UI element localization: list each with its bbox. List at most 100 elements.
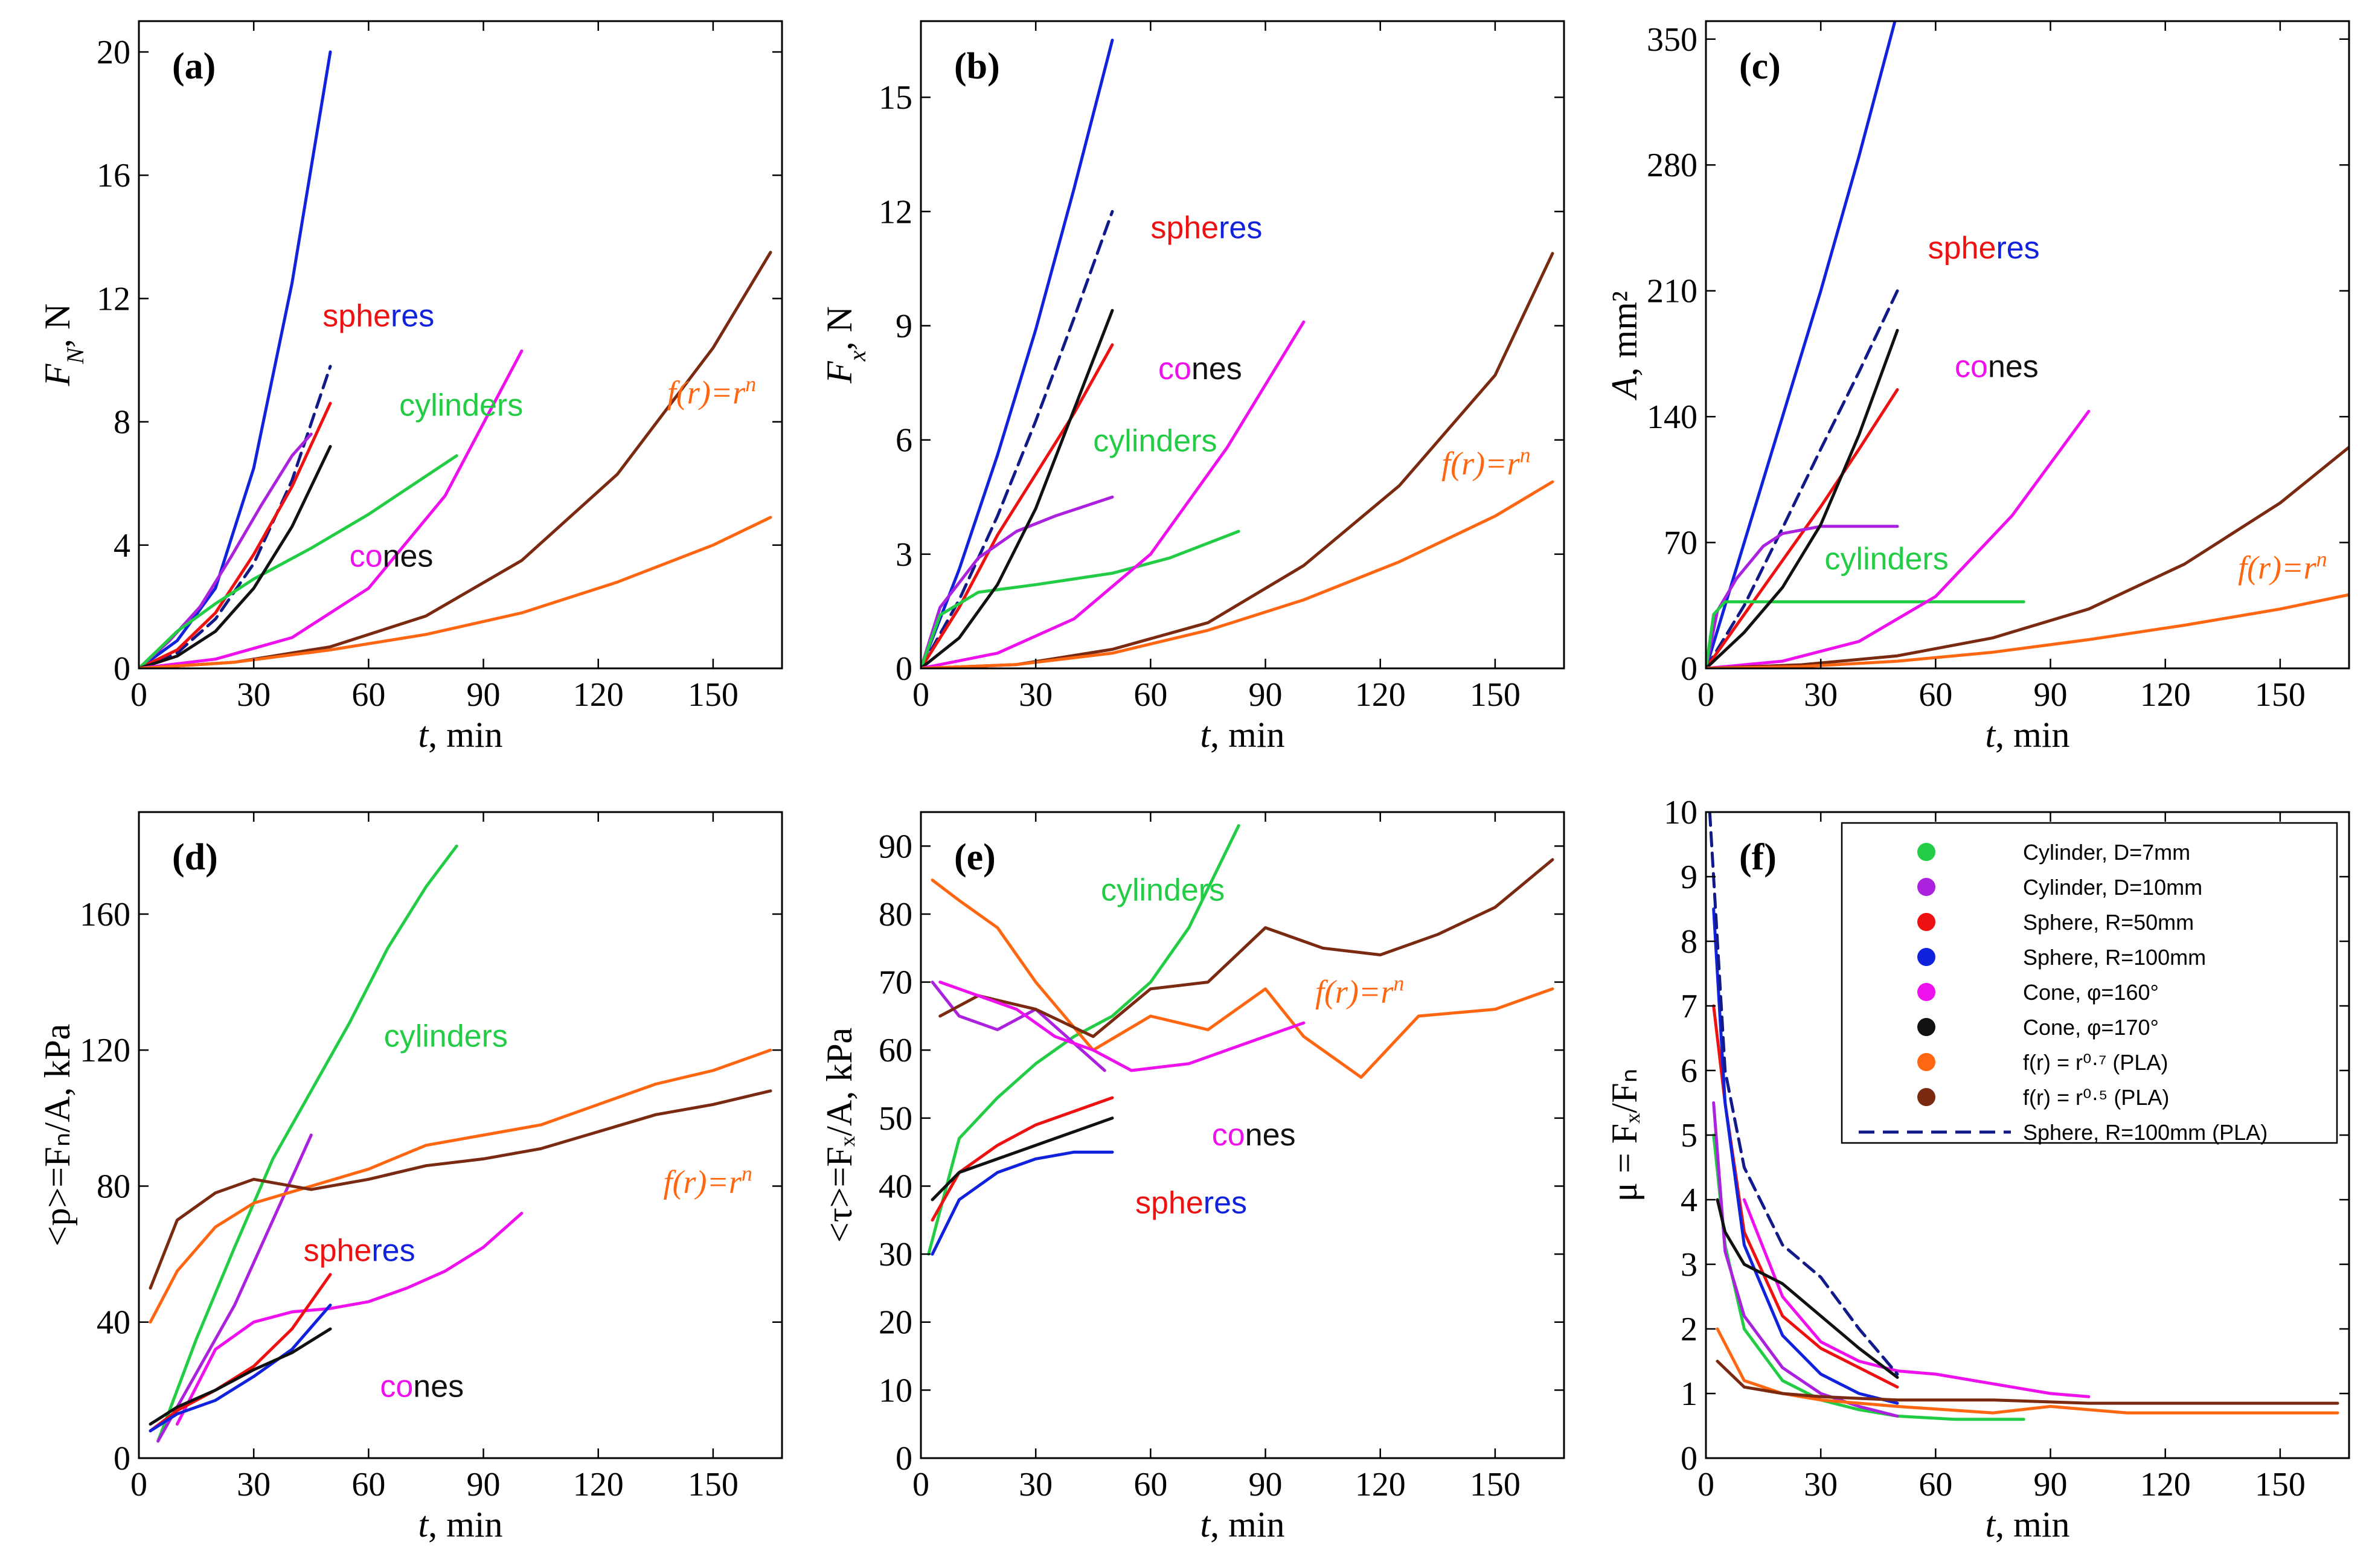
x-tick-label: 120: [573, 676, 624, 714]
plot-frame: [138, 811, 783, 1459]
series-line-sph100: [931, 1150, 1114, 1256]
annotation-label: f(r)=rn: [667, 372, 756, 411]
x-tick-label: 90: [2034, 676, 2068, 714]
series-line-pla07: [139, 516, 772, 668]
x-tick-label: 150: [688, 1466, 739, 1503]
plot-frame: [920, 811, 1565, 1459]
annotation-label: f(r)=rn: [663, 1162, 752, 1200]
x-tick-label: 90: [467, 676, 501, 714]
x-axis-label: t, min: [1985, 715, 2069, 755]
y-tick-label: 0: [114, 650, 130, 688]
y-tick-label: 160: [80, 896, 130, 933]
series-line-cyl10: [921, 495, 1114, 668]
x-tick-label: 150: [1470, 676, 1521, 714]
annotation-label: f(r)=rn: [2238, 547, 2327, 586]
y-tick-label: 9: [1681, 859, 1697, 896]
y-tick-label: 7: [1681, 988, 1697, 1025]
x-tick-label: 60: [1133, 676, 1167, 714]
legend-entry-label: f(r) = r⁰·⁷ (PLA): [2023, 1050, 2168, 1075]
y-tick-label: 350: [1647, 21, 1697, 59]
y-tick-label: 0: [896, 1440, 912, 1477]
x-tick-label: 120: [573, 1466, 624, 1503]
x-tick-label: 150: [2255, 676, 2306, 714]
y-tick-label: 90: [879, 828, 912, 865]
legend-entry-label: f(r) = r⁰·⁵ (PLA): [2023, 1085, 2169, 1110]
panel-tag: (e): [954, 837, 996, 878]
x-tick-label: 120: [2140, 1466, 2191, 1503]
x-tick-label: 120: [1355, 1466, 1406, 1503]
series-group: [1706, 21, 2349, 668]
x-tick-label: 90: [1249, 1466, 1283, 1503]
series-line-cone160: [1706, 409, 2091, 668]
annotation-label: cylinders: [384, 1019, 508, 1054]
x-tick-label: 30: [237, 1466, 271, 1503]
annotation-label: spheres: [1150, 210, 1262, 245]
y-axis-label: <p>=Fₙ/A, kPa: [37, 1024, 77, 1247]
series-line-sph100: [149, 1304, 332, 1433]
series-line-sph100: [1706, 21, 1897, 668]
y-tick-label: 210: [1647, 273, 1697, 310]
y-tick-label: 20: [97, 34, 130, 71]
series-line-cone170: [921, 309, 1114, 668]
series-line-sph50: [931, 1096, 1114, 1222]
series-line-cone160: [175, 1212, 524, 1426]
series-line-cyl7: [156, 844, 458, 1443]
y-tick-label: 8: [114, 404, 130, 441]
annotation-label: cones: [1158, 351, 1242, 386]
y-tick-label: 1: [1681, 1375, 1697, 1413]
series-line-cyl7: [139, 454, 458, 668]
x-tick-label: 120: [2140, 676, 2191, 714]
series-line-sphpla: [1708, 812, 1899, 1376]
series-line-cyl10: [139, 432, 313, 668]
y-tick-label: 40: [879, 1168, 912, 1205]
series-line-pla05: [1716, 1360, 2339, 1405]
y-tick-label: 280: [1647, 147, 1697, 184]
x-tick-label: 0: [1697, 676, 1714, 714]
panel-tag: (f): [1739, 837, 1777, 878]
panel-tag: (b): [954, 46, 1000, 87]
y-tick-label: 0: [1681, 1440, 1697, 1477]
x-tick-label: 60: [1918, 676, 1952, 714]
y-tick-label: 6: [896, 422, 912, 459]
series-line-cone170: [931, 1116, 1114, 1202]
x-tick-label: 60: [351, 1466, 385, 1503]
series-line-pla05: [938, 858, 1554, 1038]
y-tick-label: 40: [97, 1304, 130, 1342]
y-tick-label: 120: [80, 1032, 130, 1069]
series-group: [921, 39, 1554, 668]
series-line-pla05: [139, 251, 772, 668]
x-axis-label: t, min: [1985, 1505, 2069, 1544]
annotation-label: cylinders: [1825, 542, 1949, 577]
x-tick-label: 30: [1019, 1466, 1053, 1503]
y-tick-label: 20: [879, 1304, 912, 1342]
y-tick-label: 10: [879, 1372, 912, 1409]
series-line-pla07: [1716, 1327, 2339, 1415]
series-line-cone160: [938, 981, 1306, 1072]
panel-tag: (a): [172, 46, 216, 87]
series-line-cone170: [139, 445, 332, 668]
y-tick-label: 80: [97, 1168, 130, 1205]
series-line-sph50: [139, 402, 332, 668]
x-tick-label: 0: [1697, 1466, 1714, 1503]
y-tick-label: 16: [97, 157, 130, 194]
y-tick-label: 80: [879, 896, 912, 933]
x-tick-label: 120: [1355, 676, 1406, 714]
x-axis-label: t, min: [418, 715, 502, 755]
x-tick-label: 0: [912, 676, 929, 714]
legend-entry-label: Cylinder, D=10mm: [2023, 875, 2202, 900]
y-axis-label: <τ>=Fₓ/A, kPa: [819, 1028, 859, 1243]
y-tick-label: 50: [879, 1100, 912, 1138]
annotation-label: spheres: [1135, 1186, 1247, 1221]
x-tick-label: 90: [467, 1466, 501, 1503]
annotation-label: spheres: [322, 298, 434, 333]
legend-entry-label: Sphere, R=50mm: [2023, 910, 2194, 935]
annotation-label: cones: [380, 1369, 464, 1404]
plot-frame: [1705, 20, 2350, 670]
series-group: [927, 824, 1554, 1256]
legend-marker-dot: [1917, 983, 1935, 1001]
x-tick-label: 60: [1918, 1466, 1952, 1503]
x-tick-label: 60: [351, 676, 385, 714]
series-line-pla07: [921, 480, 1554, 668]
annotation-label: cylinders: [1101, 872, 1225, 907]
plot-frame: [920, 20, 1565, 670]
